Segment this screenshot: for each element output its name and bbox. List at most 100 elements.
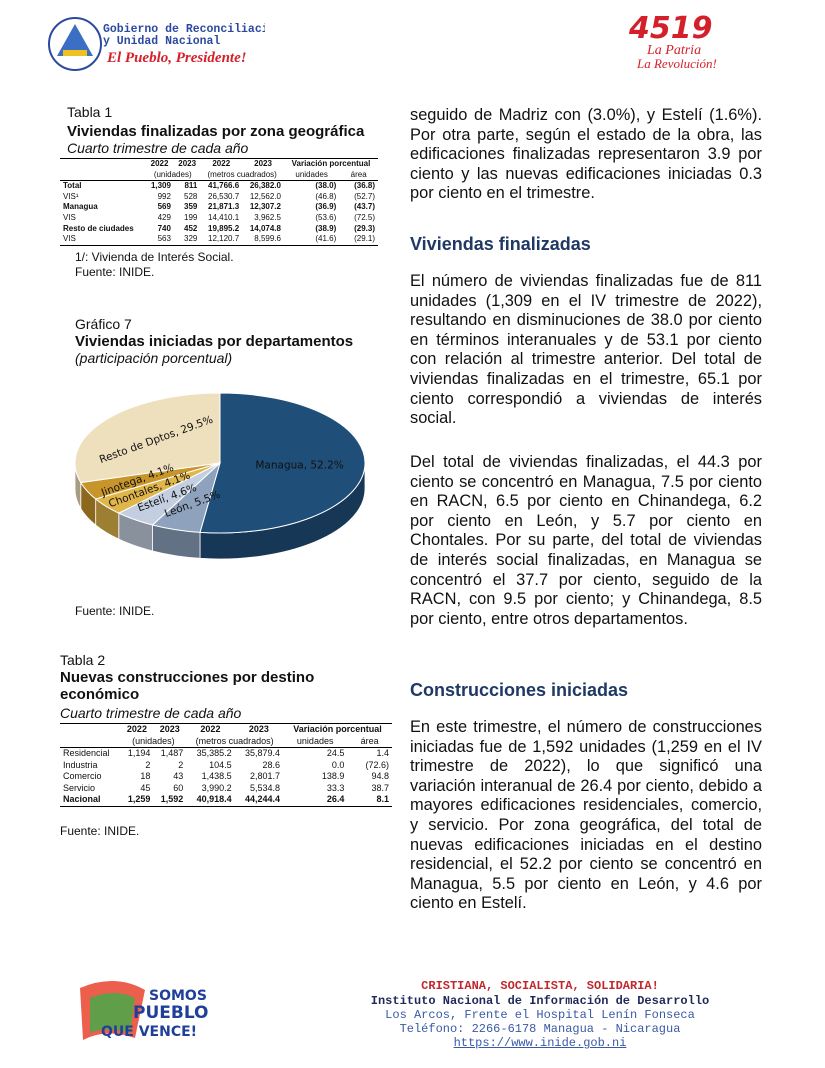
gov-line1: Gobierno de Reconciliación (103, 23, 265, 36)
table-cell: (36.8) (354, 181, 375, 191)
units-cell: (metros cuadrados) (186, 735, 284, 748)
header-row: 2022 2023 2022 2023 Variación porcentual (60, 157, 378, 170)
units-cell: unidades (283, 735, 348, 748)
header-cell: 2023 (173, 157, 201, 170)
table-cell: 138.9 (321, 771, 345, 781)
header-cell: 2022 (120, 723, 154, 736)
table-note: 1/: Vivienda de Interés Social. (75, 250, 234, 264)
table-cell: 1,259 (120, 794, 154, 807)
table-cell: 740 (157, 223, 171, 233)
table-cell: 199 (184, 212, 198, 222)
footer-url[interactable]: https://www.inide.gob.ni (453, 1036, 627, 1050)
table-caption: Tabla 2 (60, 652, 106, 668)
figure-title: Viviendas iniciadas por departamentos (75, 333, 354, 350)
header-cell: 2022 (200, 157, 243, 170)
table-cell: 5,534.8 (250, 782, 281, 793)
table-cell: 24.5 (326, 748, 345, 758)
table-cell: (38.9) (315, 223, 337, 233)
table-cell: 43 (173, 771, 184, 781)
table-cell: 12,307.2 (249, 202, 281, 212)
table-cell: 12,120.7 (200, 234, 243, 246)
header-cell: 2023 (153, 723, 187, 736)
pie-slice (199, 392, 366, 560)
table-title: Viviendas finalizadas por zona geográfic… (67, 123, 365, 140)
table-cell: 1.4 (376, 748, 389, 758)
table-cell: 12,562.0 (249, 191, 281, 201)
row-label: VIS¹ (63, 191, 79, 201)
footer-institute: Instituto Nacional de Información de Des… (370, 994, 710, 1008)
slice-top (199, 392, 366, 534)
header-cell: 2023 (242, 157, 284, 170)
header-cell: Variación porcentual (283, 157, 378, 170)
table-cell: 26,382.0 (249, 181, 281, 191)
table-cell: 14,410.1 (208, 212, 240, 222)
table-cell: (36.9) (315, 202, 337, 212)
header-cell: 2022 (145, 157, 174, 170)
table-cell: 2 (178, 759, 184, 770)
footer-motto: CRISTIANA, SOCIALISTA, SOLIDARIA! (421, 979, 659, 993)
table-row: Managua 569 359 21,871.3 12,307.2 (36.9) (43.7… (60, 202, 378, 213)
pie-slice (79, 462, 221, 526)
table-source: Fuente: INIDE. (60, 824, 140, 838)
logo-line1: La Patria (646, 43, 701, 58)
row-label: Comercio (63, 771, 102, 781)
table-cell: 429 (157, 212, 171, 222)
footer-phone: Teléfono: 2266-6178 Managua - Nicaragua (399, 1022, 681, 1036)
row-label: VIS (60, 234, 146, 246)
table-cell: 60 (173, 782, 184, 793)
logo-line2: La Revolución! (636, 56, 717, 71)
header-cell (60, 169, 146, 182)
table-cell: 1,438.5 (201, 771, 232, 781)
table-cell: (72.6) (365, 759, 389, 770)
table-cell: 1,309 (150, 181, 171, 191)
table-cell: 992 (157, 191, 171, 201)
table-subtitle: Cuarto trimestre de cada año (60, 705, 242, 721)
seal-band (63, 50, 87, 56)
logo-line2: PUEBLO (133, 1003, 209, 1023)
table-cell: 359 (184, 202, 198, 212)
row-label: Residencial (63, 748, 110, 758)
table-cell: 40,918.4 (186, 794, 235, 807)
figure-source: Fuente: INIDE. (75, 604, 155, 618)
row-label: VIS (63, 212, 76, 222)
table-row: VIS 563 329 12,120.7 8,599.6 (41.6) (29.1) (60, 234, 378, 246)
units-cell: (metros cuadrados) (200, 169, 284, 182)
table-cell: 569 (157, 202, 171, 212)
header-cell: 2022 (186, 723, 235, 736)
section-heading: Viviendas finalizadas (410, 234, 591, 254)
paragraph: Del total de viviendas finalizadas, el 4… (410, 453, 762, 628)
section-heading: Construcciones iniciadas (410, 680, 629, 700)
table-cell: 38.7 (371, 782, 389, 793)
units-cell: (unidades) (120, 735, 187, 748)
table-cell: (38.0) (315, 181, 337, 191)
table-cell: (29.1) (339, 234, 378, 246)
header-cell (60, 735, 121, 748)
table-cell: 28.6 (262, 759, 281, 770)
table-cell: 19,895.2 (208, 223, 240, 233)
units-cell: (unidades) (145, 169, 201, 182)
logo-shape (90, 993, 135, 1033)
table-row: Residencial 1,194 1,487 35,385.2 35,879.4 24.… (60, 748, 392, 760)
header-row: 2022 2023 2022 2023 Variación porcentual (60, 723, 392, 736)
logo-line3: QUE VENCE! (101, 1024, 197, 1040)
logo-line1: SOMOS (149, 988, 207, 1004)
table-cell: 1,194 (127, 748, 151, 758)
table-cell: (41.6) (283, 234, 340, 246)
table-cell: 41,766.6 (208, 181, 240, 191)
slice-top (74, 392, 221, 484)
table-row: Resto de ciudades 740 452 19,895.2 14,074.8 (… (60, 224, 378, 235)
table-cell: 35,385.2 (196, 748, 232, 758)
table-cell: 1,592 (153, 794, 187, 807)
table-row: Servicio 45 60 3,990.2 5,534.8 33.3 38.7 (60, 783, 392, 795)
table-cell: 18 (140, 771, 151, 781)
table-cell: 8,599.6 (242, 234, 284, 246)
figure-subtitle: (participación porcentual) (75, 350, 233, 366)
paragraph: seguido de Madriz con (3.0%), y Estelí (… (410, 106, 762, 203)
units-cell: área (339, 169, 378, 182)
header-cell (60, 723, 121, 736)
seal-triangle (57, 24, 93, 56)
footer-address: Los Arcos, Frente el Hospital Lenín Fons… (385, 1008, 695, 1022)
table-cell: 44,244.4 (234, 794, 284, 807)
